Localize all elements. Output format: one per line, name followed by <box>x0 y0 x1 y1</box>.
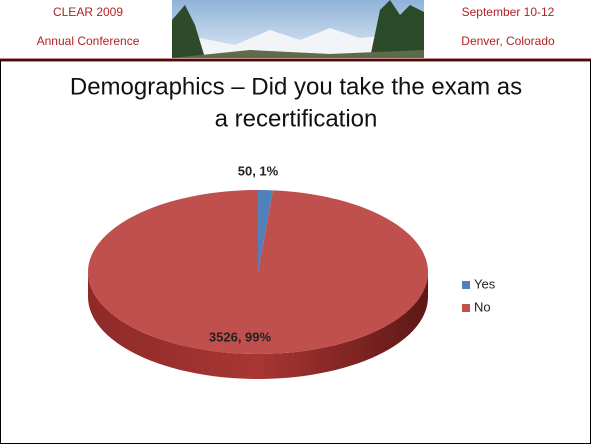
legend-label: No <box>474 299 491 314</box>
data-label: 3526, 99% <box>209 329 272 344</box>
legend-swatch <box>462 304 470 312</box>
chart-title: Demographics – Did you take the exam as <box>70 73 522 100</box>
header-right-2: Denver, Colorado <box>461 34 555 48</box>
slide: CLEAR 2009 Annual Conference September 1… <box>0 0 591 444</box>
header-image <box>172 0 424 58</box>
header-left-2: Annual Conference <box>37 34 140 48</box>
chart-title: a recertification <box>215 105 378 132</box>
data-label: 50, 1% <box>238 163 279 178</box>
legend-swatch <box>462 281 470 289</box>
header-right-1: September 10-12 <box>462 5 555 19</box>
legend-label: Yes <box>474 276 496 291</box>
header-left-1: CLEAR 2009 <box>53 5 123 19</box>
